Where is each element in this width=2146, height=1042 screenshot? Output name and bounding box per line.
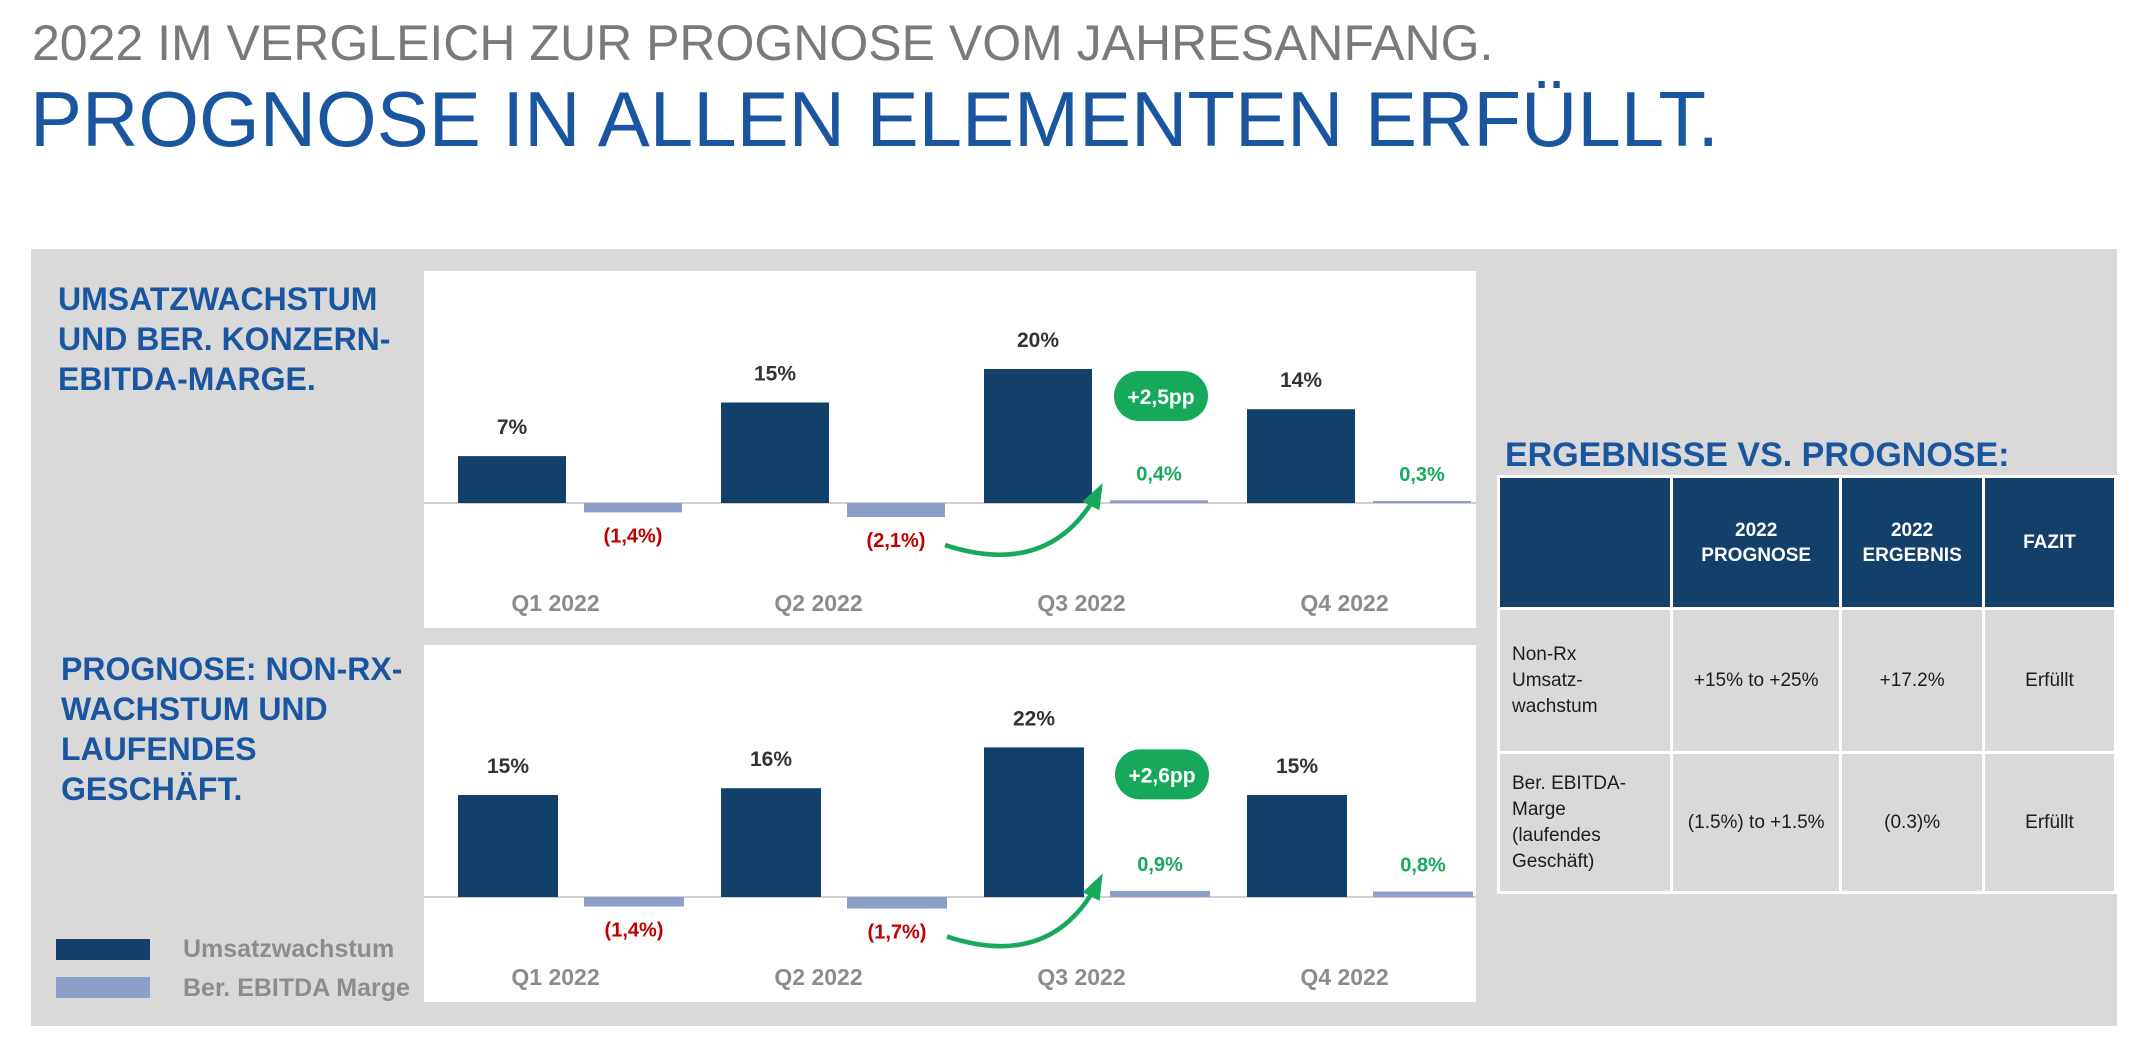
results-cell-fazit: Erfüllt: [1981, 751, 2118, 894]
label-ebitda: 0,4%: [1136, 463, 1182, 485]
supertitle: 2022 IM VERGLEICH ZUR PROGNOSE VOM JAHRE…: [32, 15, 1494, 71]
label-umsatz: 15%: [1276, 755, 1318, 778]
chart-non-rx-svg: 15% (1,4%) Q1 2022 16% (1,7%) Q2 2022 22% 0,9% Q…: [424, 707, 1476, 990]
callout-arrow-icon: [946, 877, 1103, 949]
bar-umsatz: [1247, 795, 1347, 897]
top-section-title-line: EBITDA-MARGE.: [58, 361, 316, 397]
bottom-section-title-line: GESCHÄFT.: [61, 771, 243, 807]
bottom-section-title-line: PROGNOSE: NON-RX-: [61, 651, 403, 687]
legend-swatch-umsatz: [56, 939, 150, 960]
bottom-section-title: PROGNOSE: NON-RX- WACHSTUM UND LAUFENDES…: [61, 649, 402, 809]
bar-umsatz: [1247, 409, 1355, 503]
results-cell-prognose: (1.5%) to +1.5%: [1670, 751, 1843, 894]
category-label: Q3 2022: [1037, 964, 1125, 990]
page-title: PROGNOSE IN ALLEN ELEMENTEN ERFÜLLT.: [30, 75, 1719, 163]
callout-arrow-icon: [944, 487, 1102, 557]
bottom-section-title-line: WACHSTUM UND: [61, 691, 328, 727]
chart-umsatz-ebitda-svg: 7% (1,4%) Q1 2022 15% (2,1%) Q2 2022 20% 0,4% Q3…: [424, 329, 1476, 616]
label-umsatz: 16%: [750, 748, 792, 771]
results-table: 2022 PROGNOSE 2022 ERGEBNIS FAZIT Non-Rx…: [1496, 475, 2118, 894]
chart-non-rx: 15% (1,4%) Q1 2022 16% (1,7%) Q2 2022 22% 0,9% Q…: [424, 645, 1476, 1002]
bar-ebitda: [584, 503, 682, 513]
label-ebitda: (1,7%): [868, 922, 927, 944]
legend-label-umsatz: Umsatzwachstum: [183, 935, 395, 963]
category-label: Q1 2022: [511, 590, 599, 616]
category-label: Q4 2022: [1300, 964, 1388, 990]
legend-label-ebitda: Ber. EBITDA Marge: [183, 974, 410, 1002]
bar-umsatz: [721, 402, 829, 503]
label-umsatz: 15%: [487, 755, 529, 778]
results-row-label: Ber. EBITDA- Marge (laufendes Geschäft): [1496, 751, 1674, 894]
chart-umsatz-ebitda: 7% (1,4%) Q1 2022 15% (2,1%) Q2 2022 20% 0,4% Q3…: [424, 271, 1476, 628]
label-umsatz: 14%: [1280, 369, 1322, 392]
results-row-label: Non-Rx Umsatz- wachstum: [1496, 607, 1674, 754]
label-ebitda: 0,9%: [1137, 854, 1183, 876]
results-header-ergebnis: 2022 ERGEBNIS: [1839, 475, 1985, 610]
results-cell-ergebnis: +17.2%: [1839, 607, 1985, 754]
callout-badge-text: +2,5pp: [1127, 386, 1194, 409]
label-ebitda: 0,8%: [1400, 855, 1446, 877]
table-row: Non-Rx Umsatz- wachstum +15% to +25% +17…: [1496, 607, 2118, 754]
results-header-empty: [1496, 475, 1674, 610]
results-title: ERGEBNISSE VS. PROGNOSE:: [1505, 436, 2010, 474]
callout-badge-text: +2,6pp: [1128, 764, 1195, 787]
category-label: Q4 2022: [1300, 590, 1388, 616]
label-umsatz: 22%: [1013, 707, 1055, 730]
bar-ebitda: [1373, 891, 1473, 897]
bottom-section-title-line: LAUFENDES: [61, 731, 257, 767]
bar-umsatz: [458, 456, 566, 503]
table-row: Ber. EBITDA- Marge (laufendes Geschäft) …: [1496, 751, 2118, 894]
top-section-title-line: UMSATZWACHSTUM: [58, 281, 378, 317]
callout-badge: [1115, 749, 1209, 800]
bar-ebitda: [1110, 890, 1210, 897]
bar-umsatz: [458, 795, 558, 897]
legend-swatch-ebitda: [56, 977, 150, 998]
label-umsatz: 15%: [754, 363, 796, 386]
bar-umsatz: [721, 788, 821, 897]
category-label: Q3 2022: [1037, 590, 1125, 616]
category-label: Q2 2022: [774, 964, 862, 990]
results-header-prognose: 2022 PROGNOSE: [1670, 475, 1843, 610]
bar-ebitda: [1110, 500, 1208, 503]
bar-ebitda: [847, 897, 947, 909]
bar-umsatz: [984, 369, 1092, 503]
arrowhead-icon: [1082, 873, 1103, 901]
label-ebitda: 0,3%: [1399, 464, 1445, 486]
label-umsatz: 7%: [497, 416, 528, 439]
label-ebitda: (2,1%): [867, 530, 926, 552]
arrowhead-icon: [1082, 482, 1103, 511]
top-section-title: UMSATZWACHSTUM UND BER. KONZERN- EBITDA-…: [58, 279, 390, 399]
results-header-fazit: FAZIT: [1981, 475, 2118, 610]
label-ebitda: (1,4%): [604, 525, 663, 547]
results-cell-fazit: Erfüllt: [1981, 607, 2118, 754]
bar-ebitda: [1373, 500, 1471, 503]
top-section-title-line: UND BER. KONZERN-: [58, 321, 391, 357]
label-umsatz: 20%: [1017, 329, 1059, 352]
label-ebitda: (1,4%): [605, 920, 664, 942]
bar-ebitda: [847, 503, 945, 518]
callout-badge: [1114, 371, 1208, 421]
category-label: Q1 2022: [511, 964, 599, 990]
results-cell-ergebnis: (0.3)%: [1839, 751, 1985, 894]
bar-ebitda: [584, 897, 684, 907]
results-cell-prognose: +15% to +25%: [1670, 607, 1843, 754]
category-label: Q2 2022: [774, 590, 862, 616]
bar-umsatz: [984, 747, 1084, 897]
